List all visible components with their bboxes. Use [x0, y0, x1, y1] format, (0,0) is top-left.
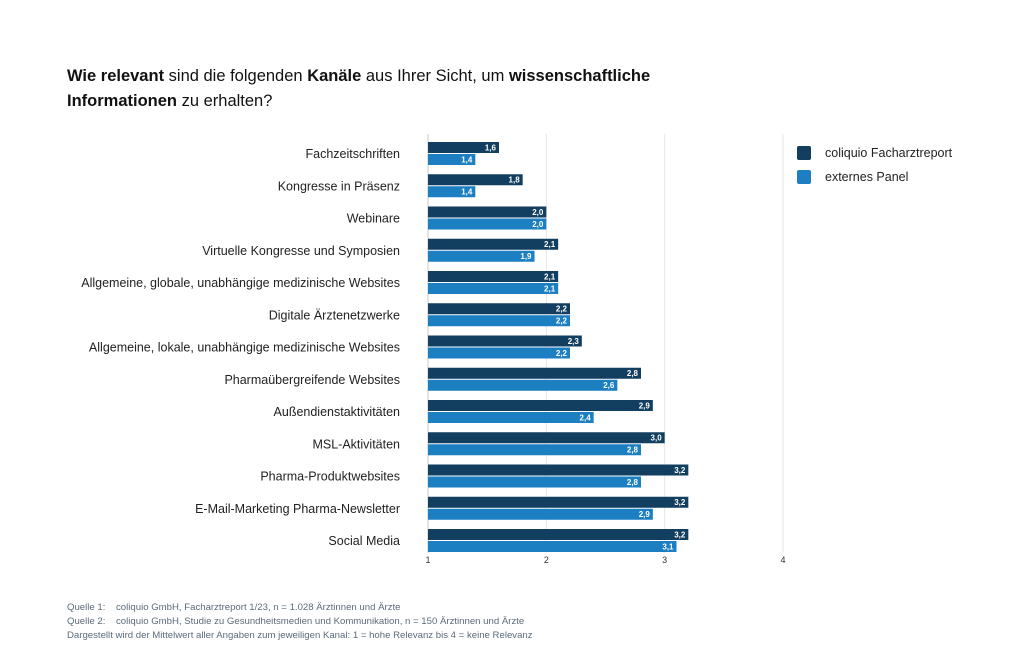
source-note-text: coliquio GmbH, Studie zu Gesundheitsmedi… [116, 616, 525, 627]
bar-chart: 1 2 3 4 Fachzeitschriften 1,6 1,4 Kongresse in … [81, 134, 786, 565]
data-label: 1,6 [485, 143, 497, 152]
title-part: aus Ihrer Sicht, um [361, 67, 509, 85]
data-label: 3,1 [662, 542, 674, 551]
bar-coliquio [428, 464, 689, 476]
data-label: 3,2 [674, 466, 686, 475]
legend-swatch [797, 170, 811, 184]
category-label: MSL-Aktivitäten [312, 437, 400, 451]
data-label: 2,0 [532, 208, 544, 217]
title-part: wissenschaftliche Informationen [67, 67, 651, 110]
category-label: Allgemeine, globale, unabhängige medizin… [81, 276, 400, 290]
title-part: Wie relevant [67, 67, 165, 85]
bar-externes-panel [428, 154, 476, 165]
data-label: 3,2 [674, 530, 686, 539]
source-note-text: coliquio GmbH, Facharztreport 1/23, n = … [116, 602, 401, 613]
data-label: 1,4 [461, 155, 473, 164]
category-label: E-Mail-Marketing Pharma-Newsletter [195, 502, 400, 516]
legend-label: coliquio Facharztreport [825, 146, 953, 160]
x-tick-label: 4 [780, 555, 785, 565]
bar-externes-panel [428, 379, 618, 391]
bar-coliquio [428, 174, 523, 186]
data-label: 2,8 [627, 446, 639, 455]
source-notes: Quelle 1: coliquio GmbH, Facharztreport 1… [67, 601, 533, 643]
category-label: Pharma-Produktwebsites [260, 470, 400, 484]
bar-externes-panel [428, 186, 476, 198]
source-note: Dargestellt wird der Mittelwert aller An… [67, 629, 533, 643]
source-note-text: Dargestellt wird der Mittelwert aller An… [67, 630, 533, 641]
bar-externes-panel [428, 444, 641, 456]
x-tick-label: 3 [662, 555, 667, 565]
data-label: 2,3 [568, 337, 580, 346]
data-label: 3,0 [651, 434, 663, 443]
data-label: 1,8 [509, 176, 521, 185]
category-label: Webinare [347, 212, 400, 226]
bar-externes-panel [428, 250, 535, 262]
data-label: 2,1 [544, 284, 556, 293]
x-tick-label: 2 [544, 555, 549, 565]
source-note: Quelle 1: coliquio GmbH, Facharztreport 1… [67, 601, 533, 615]
data-label: 2,1 [544, 240, 556, 249]
legend-label: externes Panel [825, 170, 909, 184]
data-label: 2,6 [603, 381, 615, 390]
title-part: zu erhalten? [177, 92, 273, 110]
bar-coliquio [428, 432, 665, 444]
data-label: 1,4 [461, 188, 473, 197]
bar-externes-panel [428, 218, 547, 230]
bar-externes-panel [428, 315, 570, 327]
legend-item: externes Panel [797, 165, 952, 189]
bar-coliquio [428, 529, 689, 540]
bar-coliquio [428, 206, 547, 218]
bar-externes-panel [428, 541, 677, 552]
data-label: 2,9 [639, 510, 651, 519]
data-label: 2,1 [544, 272, 556, 281]
category-label: Außendienstaktivitäten [274, 405, 401, 419]
data-label: 2,2 [556, 317, 568, 326]
bar-coliquio [428, 400, 653, 411]
bar-coliquio [428, 238, 559, 250]
data-label: 2,2 [556, 305, 568, 314]
bar-coliquio [428, 335, 582, 347]
category-label: Digitale Ärztenetzwerke [269, 308, 400, 322]
bar-coliquio [428, 303, 570, 315]
bar-externes-panel [428, 347, 570, 359]
data-label: 2,0 [532, 220, 544, 229]
bar-coliquio [428, 496, 689, 508]
data-label: 2,2 [556, 349, 568, 358]
legend: coliquio Facharztreport externes Panel [797, 141, 952, 189]
bar-coliquio [428, 142, 499, 153]
category-label: Virtuelle Kongresse und Symposien [202, 244, 400, 258]
title-part: Kanäle [307, 67, 362, 85]
title-part: sind die folgenden [164, 67, 308, 85]
source-note-label: Quelle 2: [67, 616, 106, 627]
data-label: 2,4 [580, 413, 592, 422]
category-label: Pharmaübergreifende Websites [224, 373, 400, 387]
bar-externes-panel [428, 283, 559, 294]
bar-externes-panel [428, 412, 594, 423]
data-label: 2,8 [627, 369, 639, 378]
category-label: Social Media [328, 534, 400, 548]
bar-coliquio [428, 367, 641, 379]
data-label: 2,8 [627, 478, 639, 487]
bar-externes-panel [428, 476, 641, 488]
bar-coliquio [428, 271, 559, 282]
data-label: 3,2 [674, 498, 686, 507]
source-note-label: Quelle 1: [67, 602, 106, 613]
legend-item: coliquio Facharztreport [797, 141, 952, 165]
data-label: 1,9 [520, 252, 532, 261]
legend-swatch [797, 146, 811, 160]
category-label: Allgemeine, lokale, unabhängige medizini… [89, 341, 400, 355]
data-label: 2,9 [639, 401, 651, 410]
source-note: Quelle 2: coliquio GmbH, Studie zu Gesund… [67, 615, 533, 629]
category-label: Fachzeitschriften [306, 147, 401, 161]
x-tick-label: 1 [425, 555, 430, 565]
chart-title: Wie relevant sind die folgenden Kanäle a… [67, 64, 707, 114]
category-label: Kongresse in Präsenz [278, 179, 400, 193]
bar-externes-panel [428, 508, 653, 520]
